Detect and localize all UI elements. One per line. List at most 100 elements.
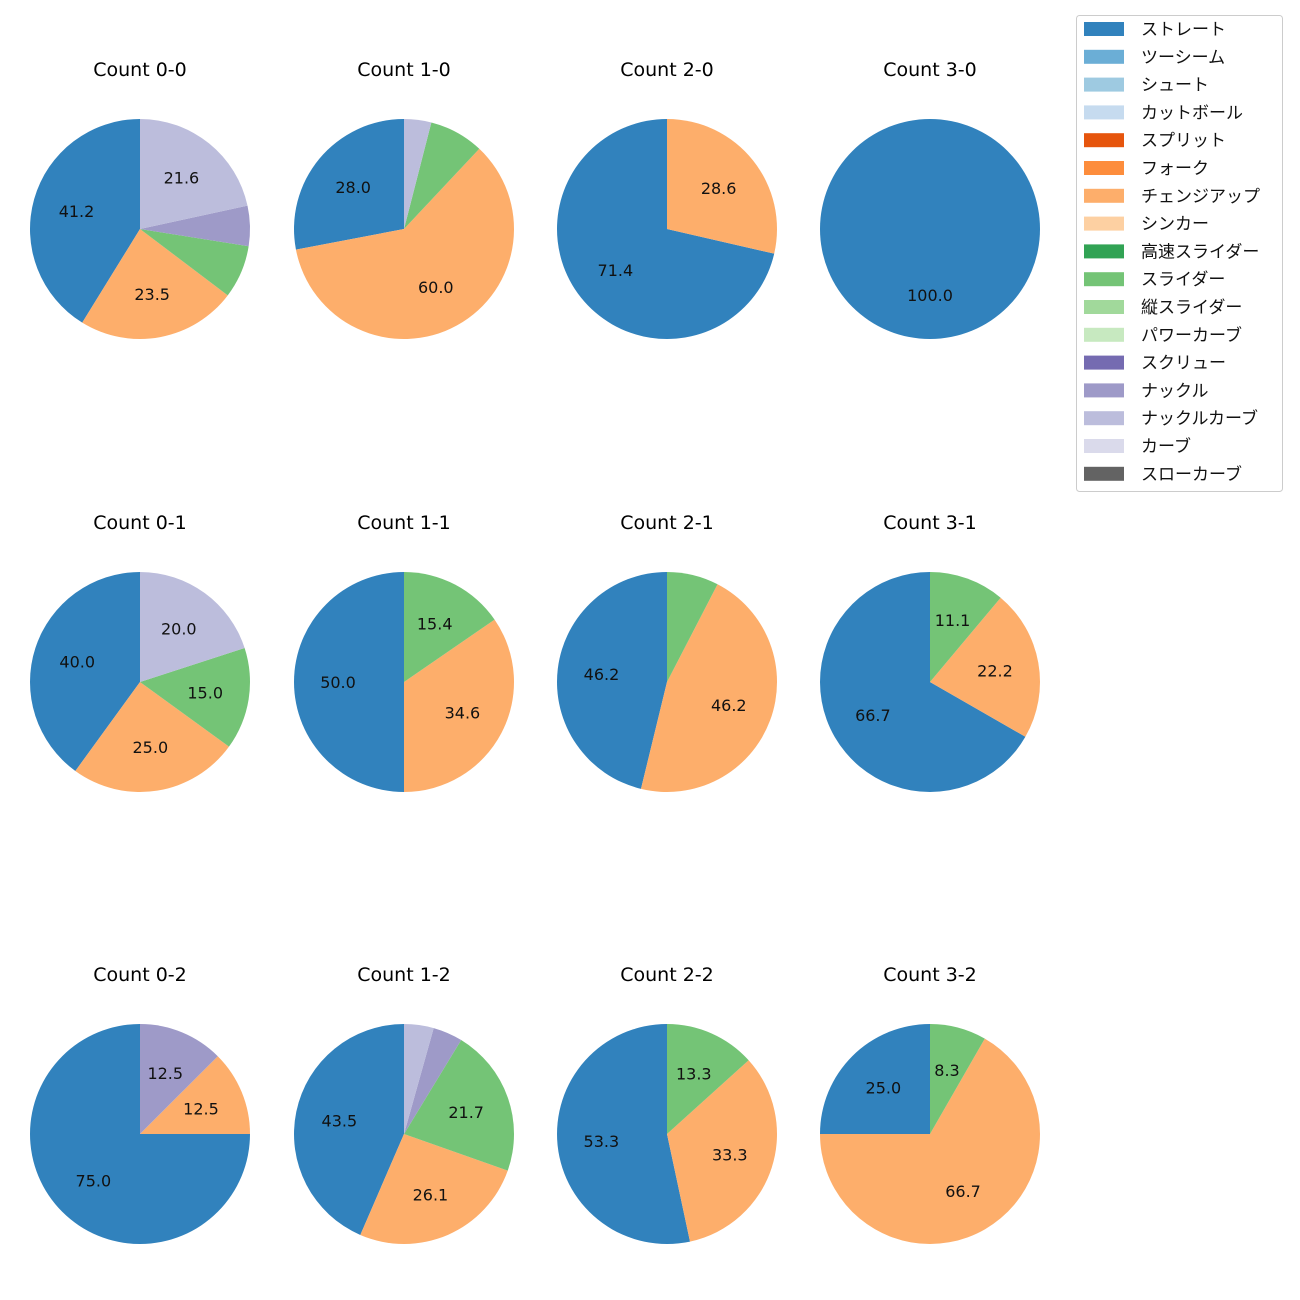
- slice-label: 40.0: [59, 653, 95, 672]
- pie-count-0-2: Count 0-2 75.0 12.512.5: [30, 964, 250, 1244]
- legend-swatch: [1084, 466, 1124, 481]
- pie-slice-スライダー: [930, 1024, 985, 1134]
- slice-label: 22.2: [977, 661, 1013, 680]
- legend-label: 高速スライダー: [1141, 242, 1259, 262]
- legend-item: ナックルカーブ: [1084, 408, 1258, 429]
- pie-slice-ストレート: [820, 572, 1026, 792]
- slice-label: 46.2: [584, 665, 620, 684]
- legend-item: カットボール: [1084, 103, 1243, 123]
- pie-slice-スライダー: [140, 648, 251, 747]
- pie-slice-ナックルカーブ: [140, 572, 245, 682]
- pie-slice-チェンジアップ: [667, 1060, 778, 1242]
- legend-swatch: [1084, 161, 1124, 175]
- pie-slice-チェンジアップ: [360, 1134, 508, 1244]
- slice-label: 12.5: [183, 1100, 219, 1119]
- pie-title: Count 1-0: [357, 59, 451, 81]
- pie-slice-スライダー: [404, 122, 480, 229]
- slice-label: 46.2: [711, 696, 747, 715]
- pie-title: Count 3-0: [883, 59, 977, 81]
- slice-label: 28.0: [335, 178, 371, 197]
- pie-slice-チェンジアップ: [140, 1056, 250, 1134]
- slice-label: 25.0: [866, 1078, 902, 1097]
- slice-label: 34.6: [445, 704, 481, 723]
- pie-slice-ストレート: [820, 119, 1040, 339]
- legend-label: 縦スライダー: [1141, 298, 1242, 318]
- pie-slice-スライダー: [667, 572, 718, 682]
- legend-swatch: [1084, 133, 1124, 148]
- pie-slice-チェンジアップ: [820, 1038, 1040, 1244]
- legend-label: カットボール: [1141, 103, 1243, 123]
- slice-label: 15.0: [187, 683, 223, 702]
- pie-slice-ストレート: [820, 1024, 930, 1134]
- legend-label: パワーカーブ: [1141, 325, 1242, 346]
- pie-slice-チェンジアップ: [404, 619, 515, 792]
- legend-swatch: [1084, 411, 1124, 426]
- slice-label: 21.7: [448, 1103, 484, 1122]
- pie-slice-ストレート: [29, 572, 140, 771]
- pie-count-1-1: Count 1-1 50.0 34.6 15.4: [294, 512, 515, 792]
- pie-title: Count 1-2: [357, 964, 451, 986]
- legend-swatch: [1084, 77, 1124, 92]
- slice-label: 21.6: [164, 169, 200, 188]
- pie-slice-ナックル: [140, 205, 251, 247]
- legend-frame: [1076, 15, 1283, 492]
- pie-count-1-0: Count 1-0 28.0 60.0: [294, 59, 515, 339]
- pie-title: Count 0-1: [93, 512, 187, 534]
- legend-item: ストレート: [1084, 20, 1226, 40]
- slice-label: 26.1: [413, 1185, 449, 1204]
- pie-title: Count 2-2: [620, 964, 714, 986]
- pie-slice-チェンジアップ: [82, 229, 228, 340]
- legend-item: スローカーブ: [1084, 464, 1242, 485]
- legend-label: チェンジアップ: [1141, 187, 1260, 207]
- pie-slice-ナックルカーブ: [140, 119, 248, 229]
- slice-label: 66.7: [945, 1182, 981, 1201]
- slice-label: 15.4: [417, 615, 453, 634]
- pie-title: Count 0-0: [93, 59, 187, 81]
- pie-title: Count 2-1: [620, 512, 714, 534]
- slice-label: 12.5: [147, 1064, 183, 1083]
- pie-slice-ストレート: [294, 572, 404, 792]
- legend-item: シュート: [1084, 76, 1209, 96]
- slice-label: 100.0: [907, 286, 953, 305]
- pie-count-3-2: Count 3-2 25.0 66.7 8.3: [820, 964, 1040, 1244]
- pie-slice-ストレート: [294, 1024, 404, 1235]
- legend-label: スライダー: [1141, 270, 1225, 290]
- legend-item: パワーカーブ: [1084, 325, 1242, 346]
- legend-swatch: [1084, 22, 1124, 36]
- slice-label: 41.2: [59, 202, 95, 221]
- pie-slice-スライダー: [404, 1040, 515, 1171]
- slice-label: 43.5: [322, 1112, 358, 1131]
- legend-item: ツーシーム: [1084, 48, 1225, 68]
- pie-count-1-2: Count 1-2 43.5 26.1 21.7: [294, 964, 515, 1244]
- pie-count-0-0: Count 0-0 41.2 23.5 21.6: [29, 59, 251, 340]
- pie-slice-チェンジアップ: [295, 148, 515, 339]
- legend-item: 高速スライダー: [1084, 242, 1259, 262]
- legend-label: スクリュー: [1141, 354, 1226, 374]
- legend-swatch: [1084, 49, 1124, 64]
- pie-count-0-1: Count 0-1 40.0 25.0 15.0 20.0: [29, 512, 251, 793]
- slice-label: 20.0: [161, 620, 197, 639]
- pie-title: Count 0-2: [93, 964, 187, 986]
- pie-count-2-1: Count 2-1 46.2 46.2: [557, 512, 778, 793]
- slice-label: 75.0: [76, 1172, 112, 1191]
- slice-label: 11.1: [935, 611, 971, 630]
- slice-label: 71.4: [598, 261, 634, 280]
- pie-slice-ナックル: [404, 1028, 462, 1134]
- legend-swatch: [1084, 300, 1124, 314]
- pie-title: Count 1-1: [357, 512, 451, 534]
- pie-slice-ストレート: [557, 119, 775, 339]
- slice-label: 23.5: [134, 285, 170, 304]
- pie-count-2-2: Count 2-2 53.3 33.3 13.3: [557, 964, 778, 1244]
- legend-swatch: [1084, 439, 1124, 453]
- legend-swatch: [1084, 355, 1124, 370]
- legend-label: ナックル: [1141, 381, 1209, 401]
- pie-count-3-1: Count 3-1 66.7 22.2 11.1: [820, 512, 1041, 792]
- legend-item: カーブ: [1084, 436, 1191, 457]
- slice-label: 25.0: [133, 738, 169, 757]
- slice-label: 50.0: [320, 673, 356, 692]
- pie-slice-チェンジアップ: [667, 118, 778, 254]
- pie-slice-ストレート: [294, 119, 404, 250]
- pie-slice-スライダー: [930, 572, 1001, 682]
